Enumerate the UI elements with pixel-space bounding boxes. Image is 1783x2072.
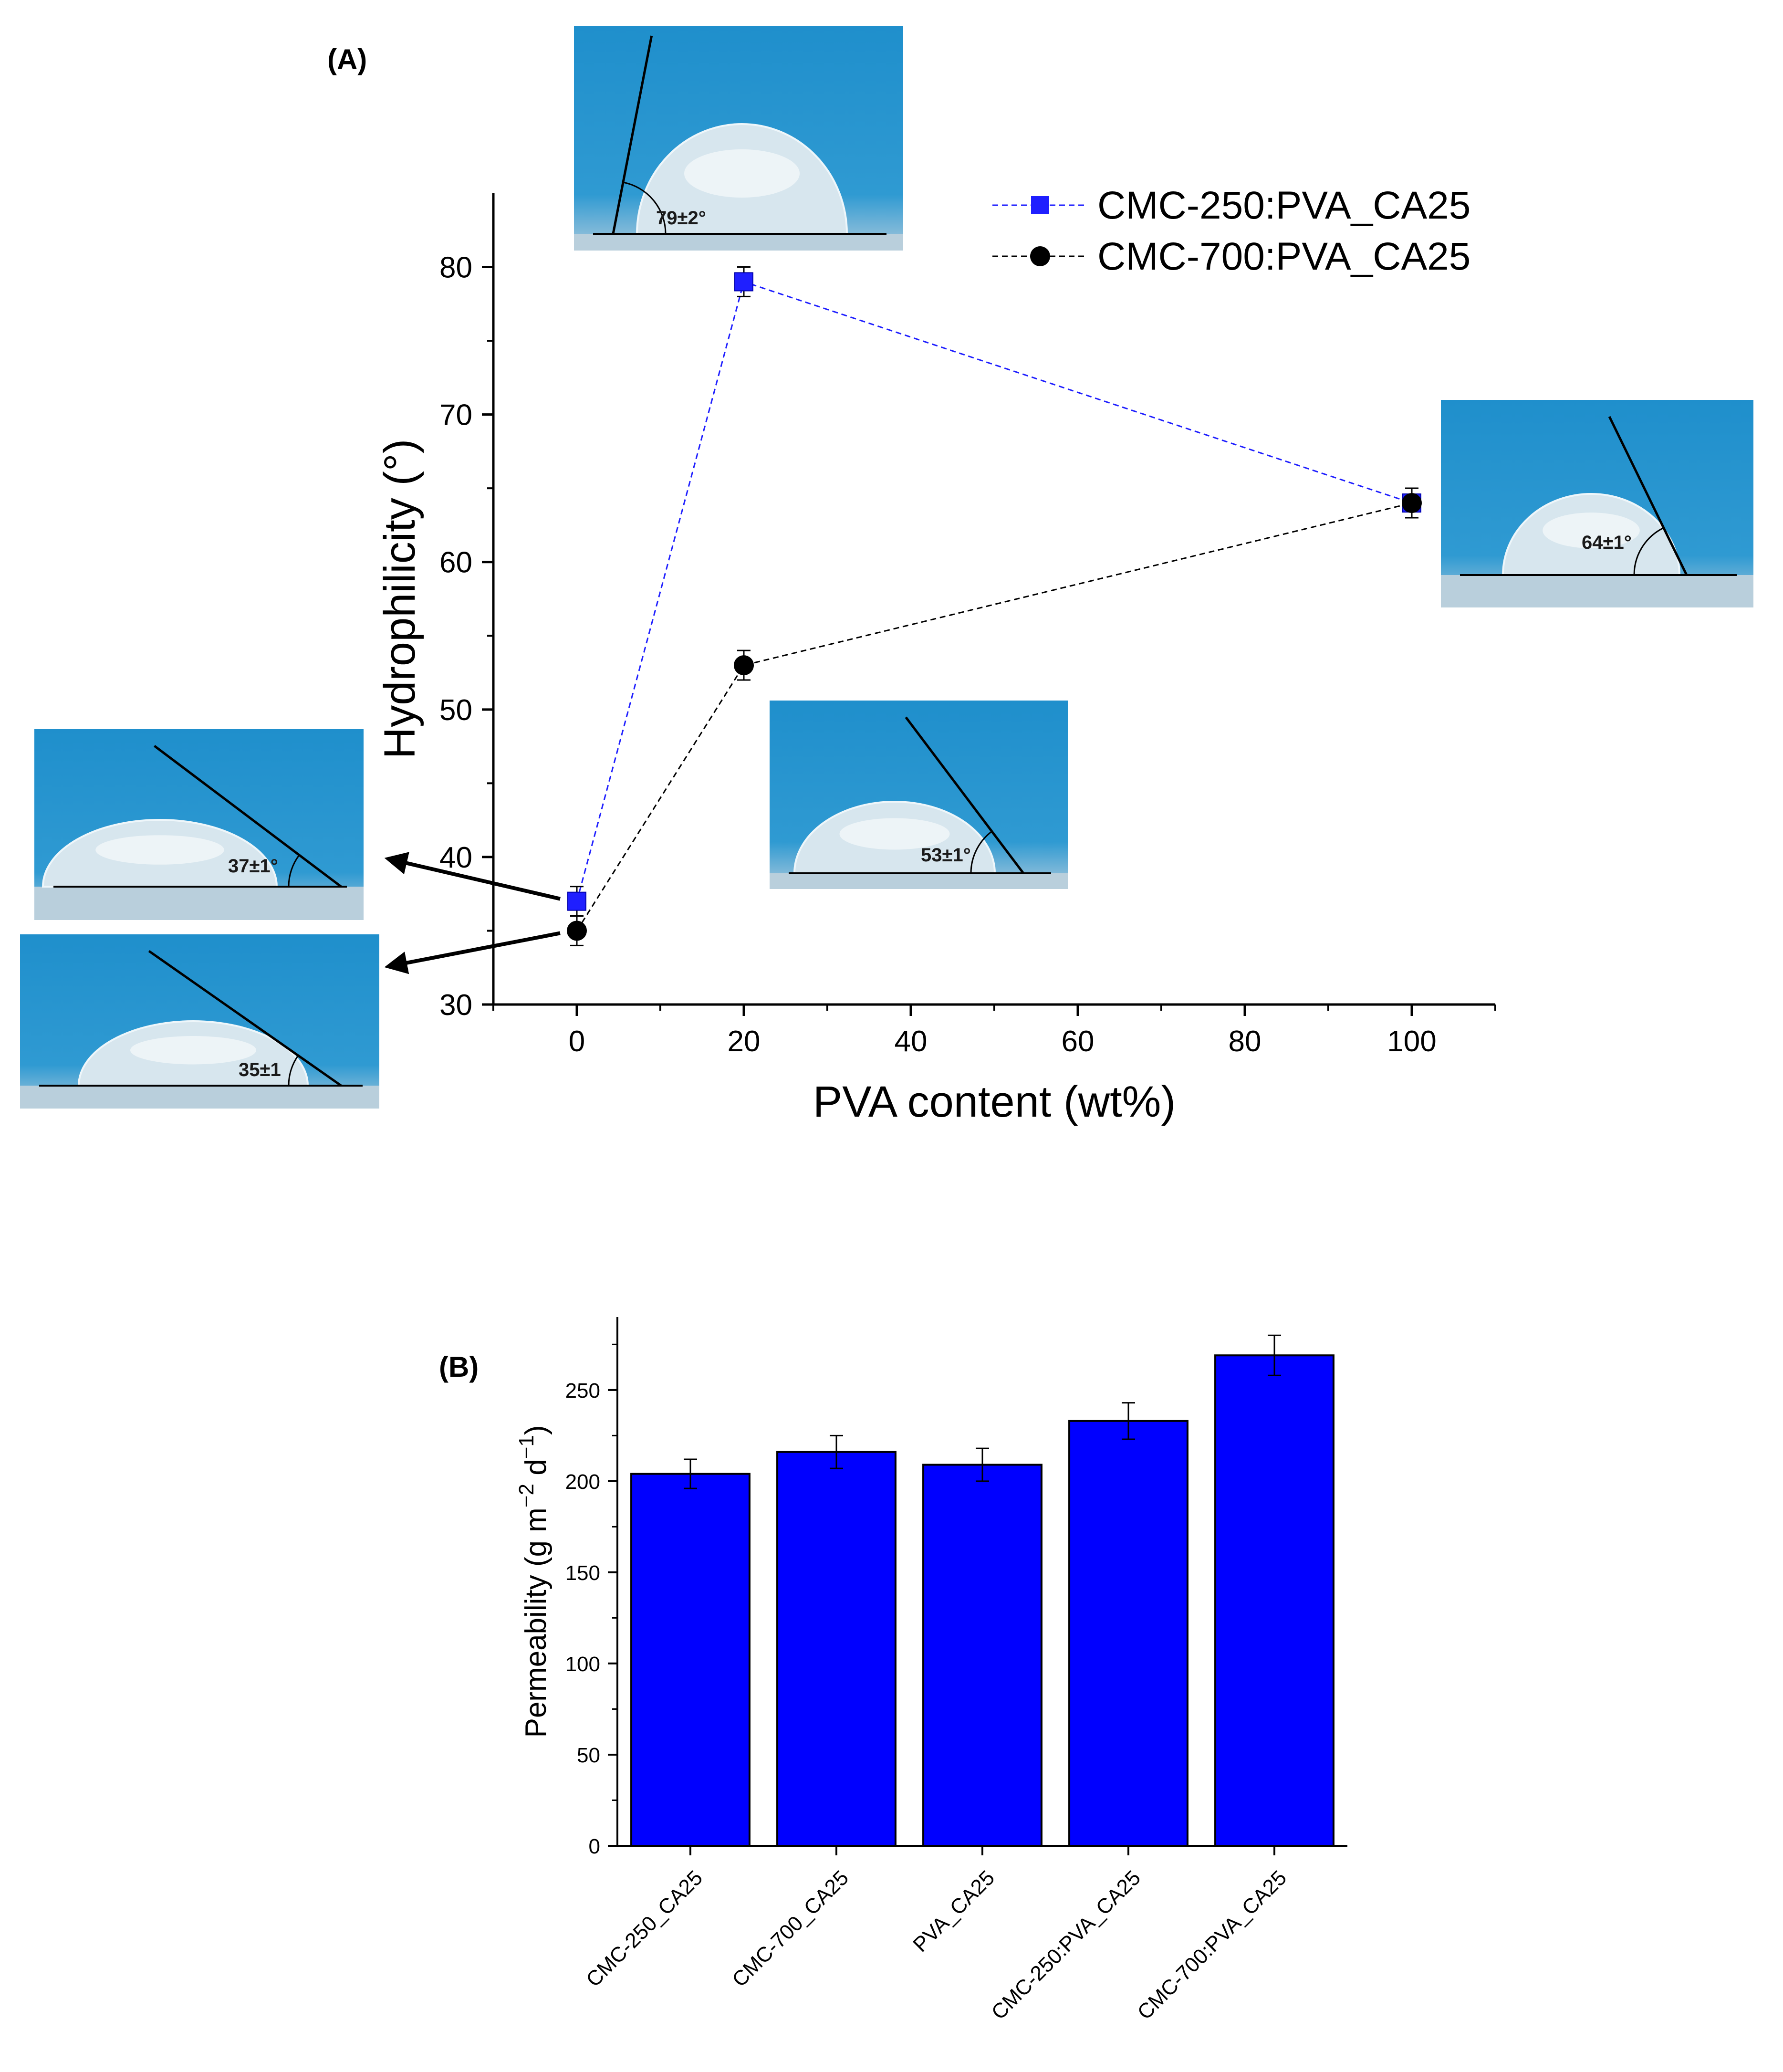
bar (1214, 1354, 1335, 1847)
droplet-inset-5: 35±1 (20, 934, 379, 1109)
bar (630, 1473, 751, 1847)
droplet-highlight (684, 149, 800, 198)
x-tick-label: CMC-700_CA25 (728, 1866, 853, 1991)
y-axis-label: Hydrophilicity (°) (375, 439, 424, 759)
data-point-circle (734, 655, 754, 676)
droplet-highlight (1543, 513, 1640, 548)
angle-arc (288, 854, 300, 887)
y-tick-label: 80 (439, 251, 472, 284)
y-tick-label: 40 (439, 841, 472, 874)
x-tick-label: 100 (1387, 1025, 1436, 1058)
y-tick-label: 50 (439, 694, 472, 727)
tangent-line (612, 35, 653, 234)
bar (776, 1451, 897, 1847)
x-tick-label: 40 (895, 1025, 928, 1058)
legend-label: CMC-250:PVA_CA25 (1097, 184, 1470, 227)
x-tick-label: CMC-700:PVA_CA25 (1133, 1866, 1292, 2024)
x-tick-label: CMC-250:PVA_CA25 (987, 1866, 1146, 2024)
contact-angle-label: 53±1° (921, 845, 971, 866)
inset-substrate (20, 1086, 379, 1109)
data-point-circle (1402, 493, 1422, 513)
inset-arrow-2 (384, 931, 561, 974)
panel-a-label: (A) (327, 43, 367, 75)
angle-arc (288, 1055, 299, 1086)
data-point-circle (567, 921, 587, 941)
y-tick-label: 200 (565, 1470, 600, 1494)
tangent-line (905, 716, 1024, 874)
x-tick-label: CMC-250_CA25 (582, 1866, 707, 1991)
droplet-highlight (130, 1036, 256, 1065)
x-tick-label: 20 (728, 1025, 761, 1058)
x-axis-label: PVA content (wt%) (813, 1078, 1176, 1126)
y-tick-label: 30 (439, 989, 472, 1022)
y-tick-label: 100 (565, 1653, 600, 1676)
bar (1068, 1420, 1189, 1847)
legend-marker-circle (1030, 246, 1050, 266)
inset-arrow-1 (384, 852, 561, 901)
x-tick-label: 60 (1062, 1025, 1095, 1058)
tangent-line (148, 950, 342, 1087)
contact-angle-label: 64±1° (1582, 532, 1632, 553)
legend-label: CMC-700:PVA_CA25 (1097, 235, 1470, 278)
angle-arc (970, 830, 992, 874)
x-tick-label: 80 (1229, 1025, 1262, 1058)
y-tick-label: 50 (577, 1744, 600, 1767)
tangent-line (1608, 416, 1688, 576)
data-point-square (567, 891, 586, 911)
droplet-inset-1: 79±2° (574, 26, 903, 251)
chart-a: 30 40 50 60 70 80 0 20 40 60 80 100 PVA content (wt%… (20, 26, 1753, 1126)
x-tick-label: PVA_CA25 (908, 1866, 999, 1957)
y-tick-label: 0 (589, 1835, 600, 1858)
inset-substrate (574, 234, 903, 251)
data-point-square (734, 272, 753, 292)
y-tick-label: 60 (439, 546, 472, 579)
angle-arc (1633, 527, 1664, 576)
angle-arc (623, 181, 667, 234)
x-tick-label: 0 (569, 1025, 585, 1058)
chart-b: 0 50 100 150 200 250 CMC-250_CA25 CMC-700_CA25 P… (515, 1317, 1347, 2024)
legend-marker-square (1031, 196, 1049, 214)
droplet-highlight (95, 835, 224, 865)
bar (922, 1464, 1043, 1847)
droplet-inset-4: 37±1° (34, 729, 364, 920)
contact-angle-label: 37±1° (228, 856, 278, 877)
inset-substrate (34, 887, 364, 920)
inset-substrate (1441, 575, 1753, 607)
y-tick-label: 70 (439, 399, 472, 432)
tangent-line (154, 745, 342, 888)
panel-b-label: (B) (439, 1351, 479, 1383)
y-tick-label: 250 (565, 1379, 600, 1402)
droplet-inset-3: 53±1° (770, 701, 1068, 889)
contact-angle-label: 35±1 (239, 1059, 281, 1080)
droplet-inset-2: 64±1° (1441, 400, 1753, 607)
inset-substrate (770, 873, 1068, 889)
y-tick-label: 150 (565, 1561, 600, 1585)
droplet-highlight (839, 818, 950, 850)
y-axis-label: Permeability (g m−2 d−1) (515, 1425, 553, 1737)
contact-angle-label: 79±2° (656, 208, 706, 229)
